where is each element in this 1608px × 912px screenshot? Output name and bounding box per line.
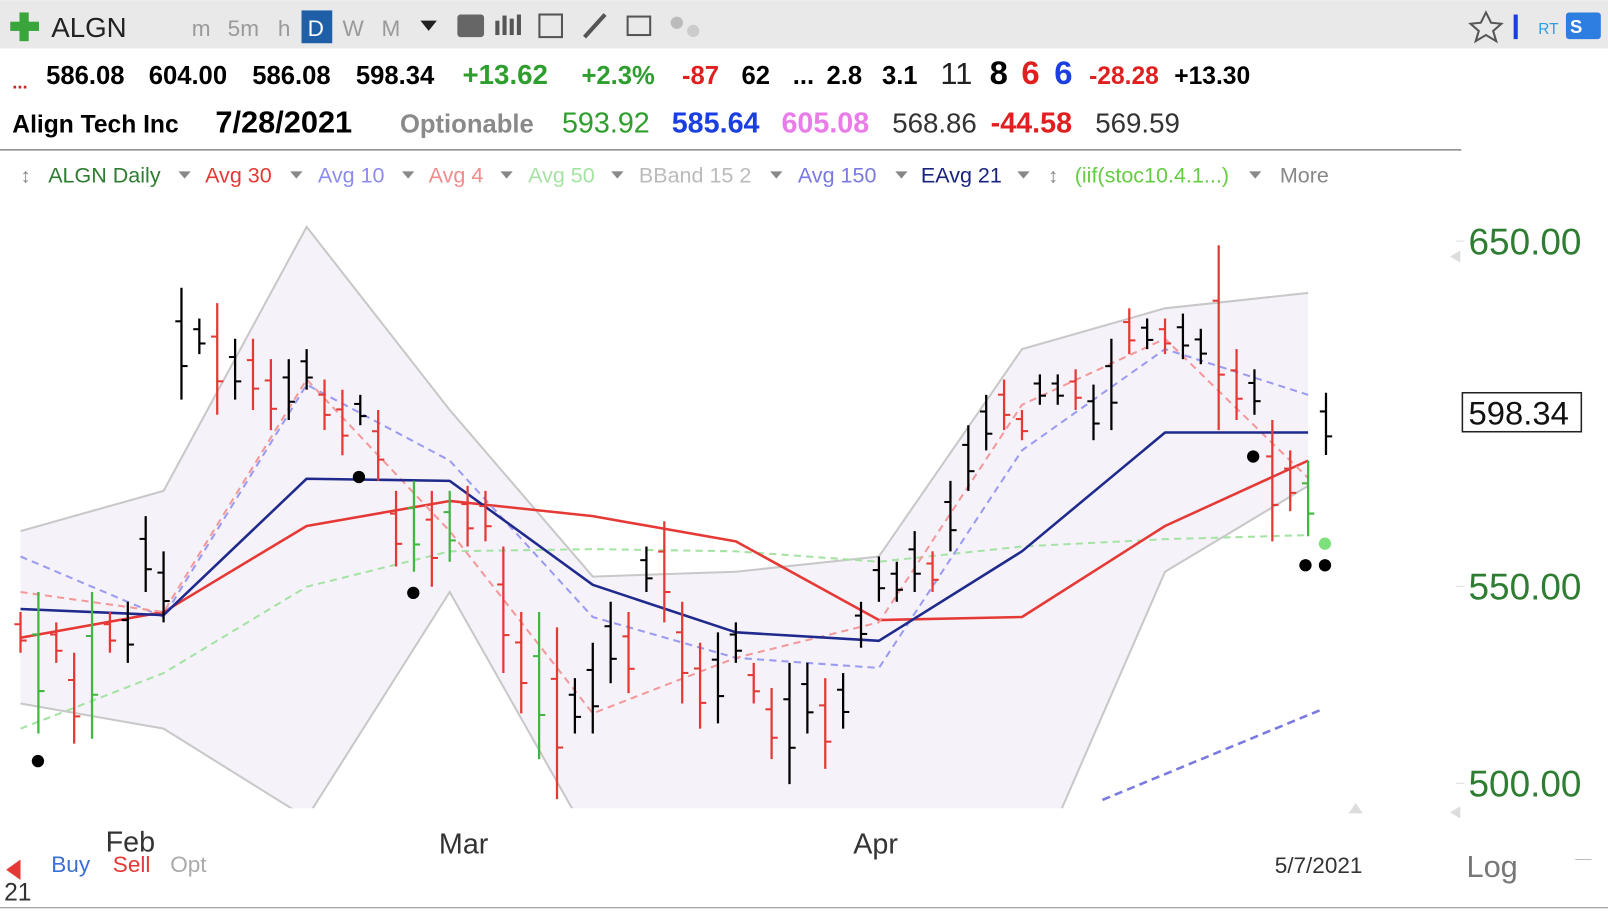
legend-item[interactable]: Avg 4 [429,164,484,188]
legend-item[interactable]: Avg 10 [318,164,385,188]
interval-button[interactable]: M [381,16,400,41]
quote-value: 6 [1054,54,1072,91]
order-button[interactable]: Sell [113,852,151,877]
quote-value: 604.00 [149,62,227,90]
quote-value: +2.3% [581,62,655,90]
quote-value: 598.34 [356,62,435,90]
legend-dropdown[interactable] [500,171,513,179]
label-mask [92,810,165,831]
add-icon[interactable] [10,12,39,42]
x-tick-label: Apr [853,828,898,860]
y-tick-label: 650.00 [1469,221,1582,262]
legend-handle: ↕ [1048,165,1058,188]
legend-dropdown[interactable] [611,171,624,179]
legend-item[interactable]: (iif(stoc10.4.1...) [1075,164,1229,188]
symbol[interactable]: ALGN [51,12,126,43]
interval-button[interactable]: m [192,16,211,41]
legend-dropdown[interactable] [1017,171,1030,179]
quote-row: ... 586.08 604.00 586.08 598.34 +13.62 +2.3% -8… [12,54,1250,92]
last-price-box [1461,391,1583,433]
quote-value: -28.28 [1089,63,1159,90]
quote-detail: -44.58 [991,107,1072,139]
x-tick-label: Feb [106,826,155,858]
svg-text:RT: RT [1538,21,1559,38]
interval-button[interactable]: W [343,16,365,41]
quote-detail: 568.86 [892,107,977,138]
quote-value: 2.8 [827,62,863,90]
x-tick-label: Mar [439,828,489,860]
quote-value: 11 [940,56,972,91]
quote-detail: Optionable [400,110,534,138]
legend-item[interactable]: More [1280,164,1329,188]
order-button[interactable]: Buy [51,852,91,877]
order-button[interactable]: Opt [170,852,207,877]
legend-item[interactable]: Avg 50 [528,164,595,188]
legend-dropdown[interactable] [178,171,191,179]
quote-detail: 7/28/2021 [215,104,352,139]
legend-item[interactable]: ALGN Daily [48,164,161,188]
legend-item[interactable]: Avg 30 [205,164,272,188]
quote-value: 6 [1021,54,1039,91]
legend-dropdown[interactable] [290,171,303,179]
legend-dropdown[interactable] [402,171,415,179]
legend-dropdown[interactable] [770,171,783,179]
quote-row: Align Tech Inc 7/28/2021 Optionable 593.92 5… [12,104,1180,139]
legend-dropdown[interactable] [1249,171,1262,179]
bband-line [20,484,1309,809]
y-axis: 650.00 550.00 500.00 598.34 [1456,221,1583,805]
counter: 21 [4,880,31,907]
quote-value: +13.30 [1174,63,1250,90]
dropdown-arrow[interactable] [420,20,437,31]
quote-value: 3.1 [882,62,918,90]
interval-button[interactable]: h [278,16,291,41]
legend-dropdown[interactable] [895,171,908,179]
quote-value: 586.08 [252,62,330,90]
signal-dots [31,450,1332,768]
quote-value: 8 [990,54,1008,91]
quote-value: -87 [682,62,719,90]
interval-selected [301,10,333,44]
last-price: 598.34 [1469,395,1569,432]
quote-value: 586.08 [46,62,124,90]
x-axis: Feb Mar Apr 5/7/2021 [92,810,1362,878]
quote-detail: 569.59 [1095,107,1180,138]
toolbar [0,0,1608,49]
quote-detail: 605.08 [781,107,869,139]
scale-toggle[interactable]: Log [1466,849,1517,884]
bband-fill [20,226,1309,809]
quote-value: ... [12,71,27,92]
quote-detail: Align Tech Inc [12,111,178,138]
legend-item[interactable]: BBand 15 2 [639,164,751,188]
quote-detail: 593.92 [562,107,650,139]
interval-buttons: m 5m h D W M [192,10,437,44]
scroll-markers [1348,250,1461,819]
legend-item[interactable]: EAvg 21 [921,164,1002,188]
quote-value: 62 [741,62,770,90]
legend-item[interactable]: Avg 150 [798,164,877,188]
svg-text:S: S [1570,16,1582,37]
y-tick-label: 500.00 [1469,764,1582,805]
legend: ALGN Daily Avg 30 Avg 10 Avg 4 Avg 50 BBand 1… [21,164,1329,188]
toolbar-icons: RT S [457,10,1601,44]
quote-value: ... [793,62,814,90]
quote-detail: 585.64 [672,107,760,139]
plot-area [14,224,1333,809]
y-tick-label: 550.00 [1469,567,1582,608]
current-date: 5/7/2021 [1275,853,1363,878]
back-arrow[interactable] [6,859,21,881]
legend-handle: ↕ [21,165,31,188]
interval-button[interactable]: D [308,16,324,41]
bottom-bar: Buy Sell Opt Log 21 [4,849,1518,907]
interval-button[interactable]: 5m [228,16,259,41]
quote-value: +13.62 [463,59,548,90]
